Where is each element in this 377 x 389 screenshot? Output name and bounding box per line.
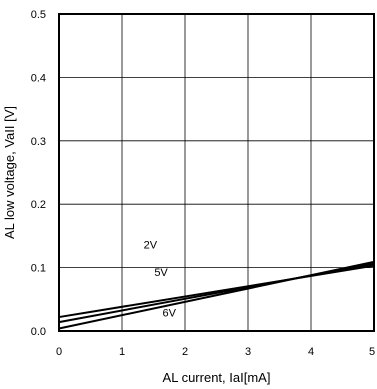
y-tick-label: 0.4 (31, 72, 46, 84)
series-label-5V: 5V (154, 267, 168, 279)
series-label-2V: 2V (144, 240, 158, 252)
x-tick-label: 2 (182, 346, 188, 358)
y-tick-label: 0.3 (31, 136, 46, 148)
y-tick-labels: 0.0 0.1 0.2 0.3 0.4 0.5 (31, 9, 46, 338)
x-tick-label: 4 (308, 346, 314, 358)
y-tick-label: 0.2 (31, 199, 46, 211)
series-labels: 2V 5V 6V (144, 240, 177, 320)
series-line-6V (58, 260, 375, 330)
y-tick-label: 0.1 (31, 263, 46, 275)
series-label-6V: 6V (163, 307, 177, 319)
y-tick-label: 0.5 (31, 9, 46, 21)
plot-frame (58, 13, 375, 332)
series-lines (58, 260, 375, 330)
x-axis-title: AL current, IaI[mA] (163, 370, 271, 385)
x-tick-labels: 0 1 2 3 4 5 (56, 346, 375, 358)
x-tick-label: 5 (369, 346, 375, 358)
y-tick-label: 0.0 (31, 326, 46, 338)
x-tick-label: 0 (56, 346, 62, 358)
x-tick-label: 1 (119, 346, 125, 358)
grid (59, 14, 374, 331)
y-axis-title: AL low voltage, VaII [V] (2, 106, 17, 239)
x-tick-label: 3 (245, 346, 251, 358)
